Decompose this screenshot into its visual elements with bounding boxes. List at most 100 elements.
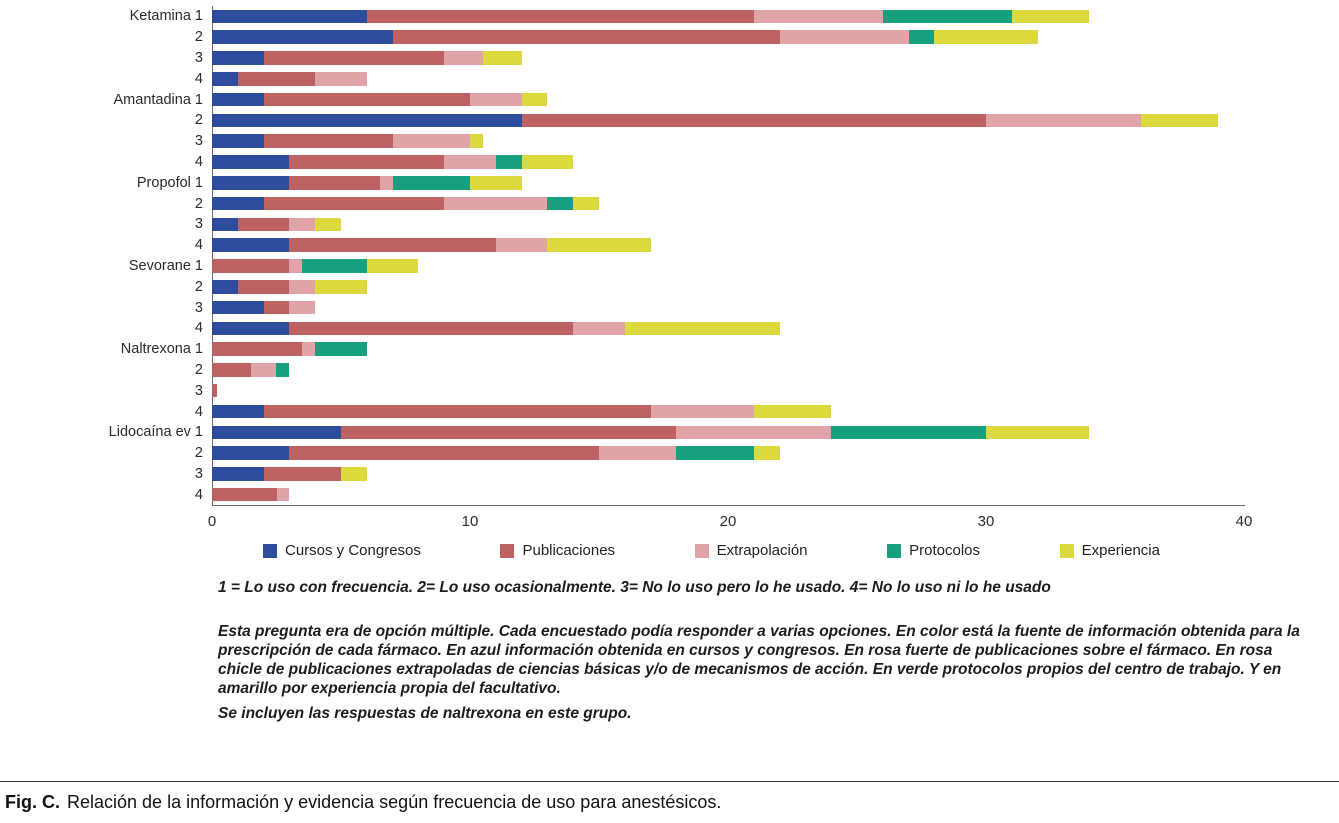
row-label: 4 (194, 153, 203, 170)
bar-track (212, 360, 1244, 381)
bar-segment-publicaciones (263, 92, 470, 107)
row-label: Ketamina 1 (129, 8, 203, 25)
bar-segment-cursos-y-congresos (212, 134, 264, 148)
chart-row: 2 (0, 110, 1244, 131)
bar-segment-publicaciones (212, 259, 290, 273)
bar-track (212, 380, 1244, 401)
bar-segment-publicaciones (341, 425, 677, 440)
row-label: 4 (194, 486, 203, 503)
bar-track (212, 401, 1244, 422)
bar-segment-extrapolacion (250, 363, 277, 377)
row-label: 4 (194, 237, 203, 254)
bar-segment-extrapolacion (289, 280, 316, 294)
legend-item-extrapolacion: Extrapolación (694, 542, 808, 559)
legend-item-cursos-y-congresos: Cursos y Congresos (263, 542, 421, 559)
bar-segment-cursos-y-congresos (212, 176, 290, 190)
stacked-bar (212, 363, 1244, 377)
bar-segment-extrapolacion (289, 300, 316, 315)
bar-segment-protocolos (908, 30, 935, 44)
bar-segment-protocolos (302, 259, 367, 273)
chart-row: 4 (0, 318, 1244, 339)
bar-segment-publicaciones (212, 363, 251, 377)
chart-row: 3 (0, 297, 1244, 318)
chart-row: 4 (0, 68, 1244, 89)
bar-segment-protocolos (882, 9, 1012, 24)
chart-row: 4 (0, 484, 1244, 505)
bar-track (212, 484, 1244, 505)
chart-row: 3 (0, 464, 1244, 485)
note-inclusion: Se incluyen las respuestas de naltrexona… (218, 704, 632, 722)
bar-segment-experiencia (315, 217, 341, 232)
bar-segment-publicaciones (289, 155, 445, 169)
bar-segment-cursos-y-congresos (212, 238, 290, 252)
chart-row: 4 (0, 235, 1244, 256)
chart-row: 2 (0, 27, 1244, 48)
bar-segment-extrapolacion (315, 72, 367, 86)
legend-swatch-protocolos (887, 543, 902, 558)
caption-label: Fig. C. (5, 792, 60, 812)
bar-track (212, 172, 1244, 193)
bar-segment-experiencia (1140, 113, 1219, 128)
legend-item-experiencia: Experiencia (1059, 542, 1160, 559)
bar-segment-experiencia (482, 51, 522, 65)
row-label: 4 (194, 320, 203, 337)
bar-segment-extrapolacion (444, 196, 548, 211)
legend-swatch-publicaciones (500, 543, 515, 558)
bar-segment-experiencia (753, 446, 780, 460)
chart-row: 3 (0, 131, 1244, 152)
bar-track (212, 89, 1244, 110)
row-label: 3 (194, 49, 203, 66)
bar-segment-extrapolacion (779, 30, 909, 44)
bar-segment-cursos-y-congresos (212, 113, 522, 128)
bar-segment-cursos-y-congresos (212, 446, 290, 460)
bar-segment-protocolos (276, 363, 290, 377)
stacked-bar (212, 238, 1244, 252)
stacked-bar (212, 217, 1244, 232)
bar-track (212, 110, 1244, 131)
stacked-bar (212, 425, 1244, 440)
stacked-bar (212, 30, 1244, 44)
bar-segment-publicaciones (289, 446, 599, 460)
bar-segment-extrapolacion (469, 92, 522, 107)
bar-segment-publicaciones (263, 196, 445, 211)
legend-label: Cursos y Congresos (285, 542, 421, 559)
figure-notes: 1 = Lo uso con frecuencia. 2= Lo uso oca… (218, 579, 1316, 723)
bar-track (212, 68, 1244, 89)
stacked-bar (212, 487, 1244, 502)
chart-row: 3 (0, 48, 1244, 69)
bar-track (212, 256, 1244, 277)
bar-segment-cursos-y-congresos (212, 217, 238, 232)
chart-row: 3 (0, 214, 1244, 235)
legend-label: Publicaciones (522, 542, 616, 559)
bar-segment-cursos-y-congresos (212, 51, 264, 65)
bar-segment-publicaciones (212, 487, 277, 502)
chart-legend: Cursos y Congresos Publicaciones Extrapola… (263, 542, 1160, 559)
bar-segment-extrapolacion (985, 113, 1141, 128)
row-label: 3 (194, 465, 203, 482)
bar-segment-protocolos (315, 342, 367, 356)
legend-swatch-cursos-y-congresos (263, 543, 277, 558)
row-label: 3 (194, 299, 203, 316)
bar-track (212, 318, 1244, 339)
stacked-bar (212, 446, 1244, 460)
chart-row: 4 (0, 152, 1244, 173)
bar-segment-extrapolacion (753, 9, 883, 24)
bar-segment-cursos-y-congresos (212, 9, 367, 24)
chart-row: Naltrexona 1 (0, 339, 1244, 360)
bar-segment-publicaciones (521, 113, 986, 128)
bar-track (212, 464, 1244, 485)
bar-segment-experiencia (521, 92, 548, 107)
bar-segment-cursos-y-congresos (212, 321, 290, 336)
stacked-bar (212, 383, 1244, 398)
bar-track (212, 152, 1244, 173)
bar-segment-extrapolacion (289, 217, 316, 232)
bar-track (212, 443, 1244, 464)
bar-track (212, 131, 1244, 152)
legend-item-protocolos: Protocolos (887, 542, 980, 559)
bar-segment-publicaciones (289, 321, 574, 336)
stacked-bar-chart: Ketamina 1 2 3 4 Amantadina 1 2 3 4 Propofol 1 2 3… (0, 6, 1339, 559)
bar-segment-extrapolacion (495, 238, 548, 252)
bar-segment-publicaciones (237, 72, 316, 86)
bar-segment-extrapolacion (302, 342, 316, 356)
bar-segment-publicaciones (263, 51, 445, 65)
